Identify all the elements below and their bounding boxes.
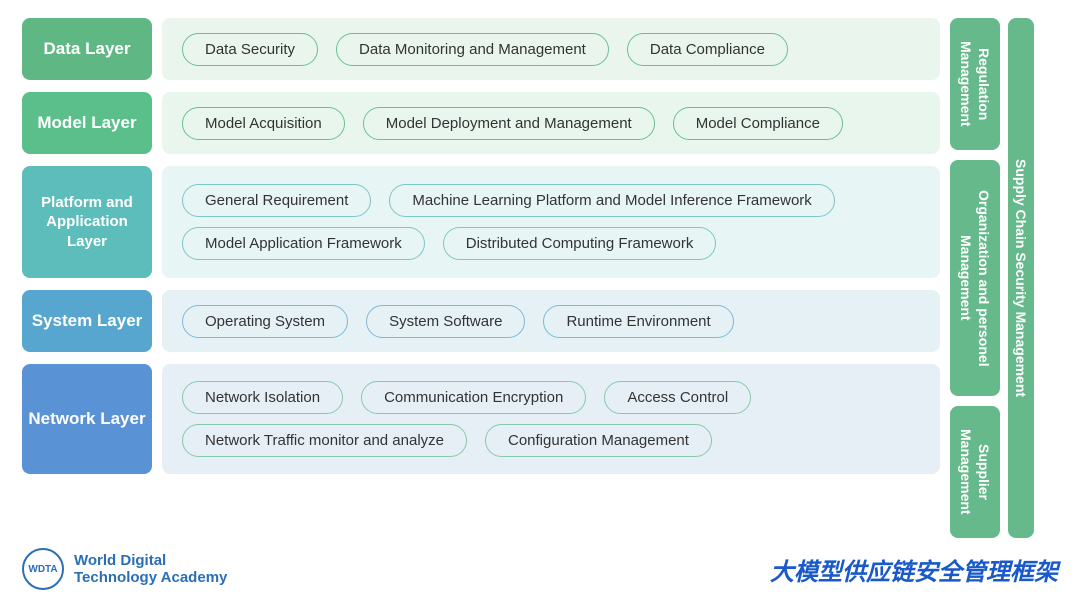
layer-label: Model Layer xyxy=(22,92,152,154)
layer-item-pill: Network Traffic monitor and analyze xyxy=(182,424,467,457)
footer-title: 大模型供应链安全管理框架 xyxy=(770,552,1058,587)
side-single-wrap: Supply Chain Security Management xyxy=(1008,18,1058,538)
layers-column: Data Layer Data Security Data Monitoring a… xyxy=(22,18,940,538)
brand-line1: World Digital xyxy=(74,552,227,569)
layer-item-pill: Communication Encryption xyxy=(361,381,586,414)
layer-item-pill: Access Control xyxy=(604,381,751,414)
layer-row: Model Layer Model Acquisition Model Deploy… xyxy=(22,92,940,154)
layer-item-pill: Data Compliance xyxy=(627,33,788,66)
footer: WDTA World Digital Technology Academy 大模… xyxy=(22,548,1058,590)
layer-item-pill: System Software xyxy=(366,305,525,338)
layer-body: General Requirement Machine Learning Plat… xyxy=(162,166,940,278)
layer-item-pill: Runtime Environment xyxy=(543,305,733,338)
layer-row: System Layer Operating System System Softw… xyxy=(22,290,940,352)
layer-item-pill: Machine Learning Platform and Model Infe… xyxy=(389,184,834,217)
logo-block: WDTA World Digital Technology Academy xyxy=(22,548,227,590)
layer-body: Model Acquisition Model Deployment and Ma… xyxy=(162,92,940,154)
side-stack-item: Supplier Management xyxy=(950,406,1000,538)
wdta-logo-icon: WDTA xyxy=(22,548,64,590)
layer-row: Platform and Application LayerGeneral Re… xyxy=(22,166,940,278)
layer-item-pill: Data Monitoring and Management xyxy=(336,33,609,66)
layer-item-pill: Model Deployment and Management xyxy=(363,107,655,140)
layer-item-pill: Model Compliance xyxy=(673,107,843,140)
side-stack: Regulation Management Organization and pe… xyxy=(950,18,1000,538)
side-column: Regulation Management Organization and pe… xyxy=(950,18,1058,538)
layer-label: Network Layer xyxy=(22,364,152,474)
layer-item-pill: Distributed Computing Framework xyxy=(443,227,717,260)
layer-label: Platform and Application Layer xyxy=(22,166,152,278)
layer-item-pill: Data Security xyxy=(182,33,318,66)
layer-row: Data Layer Data Security Data Monitoring a… xyxy=(22,18,940,80)
layer-item-pill: Configuration Management xyxy=(485,424,712,457)
layer-item-pill: Operating System xyxy=(182,305,348,338)
layer-item-pill: Model Application Framework xyxy=(182,227,425,260)
layer-item-pill: General Requirement xyxy=(182,184,371,217)
layer-item-pill: Network Isolation xyxy=(182,381,343,414)
brand-text: World Digital Technology Academy xyxy=(74,552,227,587)
logo-badge-text: WDTA xyxy=(28,564,57,575)
layer-body: Network Isolation Communication Encryptio… xyxy=(162,364,940,474)
layer-body: Operating System System Software Runtime E… xyxy=(162,290,940,352)
side-stack-item: Organization and personel Management xyxy=(950,160,1000,396)
diagram-main: Data Layer Data Security Data Monitoring a… xyxy=(22,18,1058,538)
layer-label: Data Layer xyxy=(22,18,152,80)
supply-chain-security-management: Supply Chain Security Management xyxy=(1008,18,1034,538)
side-stack-item: Regulation Management xyxy=(950,18,1000,150)
brand-line2: Technology Academy xyxy=(74,569,227,586)
layer-label: System Layer xyxy=(22,290,152,352)
layer-item-pill: Model Acquisition xyxy=(182,107,345,140)
layer-body: Data Security Data Monitoring and Managem… xyxy=(162,18,940,80)
layer-row: Network Layer Network Isolation Communicat… xyxy=(22,364,940,474)
